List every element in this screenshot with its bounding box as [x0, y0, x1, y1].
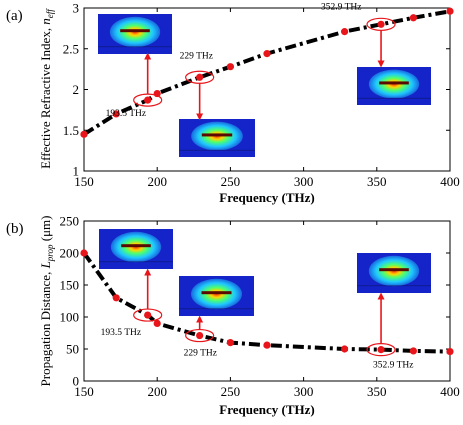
- x-tick-label-b-2: 250: [221, 384, 241, 399]
- mode-profile-inset-a-1: [179, 119, 255, 157]
- plot-frame-b: [83, 220, 451, 382]
- x-axis-label-a: Frequency (THz): [219, 190, 314, 205]
- x-tick-label-a-3: 300: [294, 174, 314, 189]
- data-point-b-7: [340, 345, 349, 353]
- mode-profile-inset-a-2: [357, 67, 431, 105]
- y-tick-label-b-2: 100: [60, 310, 80, 325]
- y-axis-label-a-main: Effective Refractive Index,: [38, 25, 53, 169]
- y-tick-label-b-1: 50: [66, 342, 79, 357]
- data-point-a-0: [80, 130, 88, 138]
- data-point-a-1: [112, 110, 120, 118]
- x-tick-label-a-1: 200: [147, 174, 167, 189]
- y-tick-label-b-3: 150: [60, 278, 80, 293]
- x-tick-label-b-0: 150: [74, 384, 94, 399]
- data-point-a-10: [446, 7, 454, 15]
- y-tick-label-a-4: 3: [73, 1, 80, 16]
- frequency-label-b-1: 229 THz: [184, 349, 217, 359]
- y-tick-label-b-0: 0: [73, 374, 80, 389]
- y-tick-label-b-4: 200: [60, 246, 80, 261]
- y-tick-label-a-1: 1.5: [63, 123, 79, 138]
- mode-profile-inset-b-1: [179, 276, 254, 316]
- data-point-a-8: [377, 20, 385, 28]
- data-point-b-3: [153, 319, 161, 327]
- x-tick-label-a-4: 350: [367, 174, 387, 189]
- y-axis-label-a-italic: n: [38, 18, 53, 25]
- x-tick-label-b-5: 400: [440, 384, 460, 399]
- data-point-b-0: [80, 249, 88, 257]
- data-point-a-7: [340, 28, 349, 36]
- frequency-label-b-2: 352.9 THz: [373, 361, 413, 371]
- insets-a: [98, 14, 431, 157]
- mode-profile-inset-b-0: [99, 229, 173, 269]
- y-axis-label-b-main: Propagation Distance,: [38, 268, 53, 386]
- x-tick-label-a-5: 400: [440, 174, 460, 189]
- y-axis-label-b-unit: (μm): [38, 216, 53, 245]
- data-point-a-5: [226, 63, 234, 71]
- y-axis-label-b: Propagation Distance, Lprop (μm): [38, 216, 55, 387]
- data-point-b-10: [446, 347, 454, 356]
- data-point-b-1: [112, 294, 120, 302]
- x-tick-label-a-2: 250: [221, 174, 241, 189]
- mode-profile-inset-a-0: [98, 14, 172, 54]
- data-point-a-2: [144, 96, 152, 104]
- panel-label-a: (a): [6, 8, 23, 24]
- y-tick-label-b-5: 250: [60, 214, 80, 229]
- y-tick-label-a-0: 1: [73, 164, 80, 179]
- y-axis-label-a-sub: eff: [45, 8, 55, 18]
- frequency-label-a-1: 229 THz: [180, 51, 213, 61]
- data-point-a-4: [196, 73, 204, 81]
- x-tick-label-b-4: 350: [367, 384, 387, 399]
- markers-b: [80, 249, 454, 356]
- data-point-a-9: [409, 14, 417, 22]
- panel-b: 150 200 250 300 350 400 0 50 100 150 200 250 193.5 …: [6, 214, 460, 418]
- x-tick-label-b-1: 200: [147, 384, 167, 399]
- y-tick-label-a-3: 2.5: [63, 41, 79, 56]
- ticks-b: 150 200 250 300 350 400 0 50 100 150 200 250: [60, 214, 460, 400]
- data-point-b-6: [263, 341, 271, 349]
- panel-a: 150 200 250 300 350 400 1 1.5 2 2.5 3 193.5 THz 229…: [6, 1, 460, 206]
- data-point-a-6: [263, 50, 271, 58]
- frequency-label-a-0: 193.5 THz: [106, 109, 146, 119]
- y-axis-label-a: Effective Refractive Index, neff: [38, 8, 55, 169]
- annotations-a: 193.5 THz 229 THz 352.9 THz: [106, 2, 396, 121]
- frequency-label-b-0: 193.5 THz: [101, 328, 141, 338]
- mode-profile-inset-b-2: [357, 253, 431, 293]
- data-point-b-4: [196, 331, 204, 340]
- markers-a: [80, 7, 454, 138]
- y-tick-label-a-2: 2: [73, 82, 80, 97]
- frequency-label-a-2: 352.9 THz: [321, 2, 361, 12]
- data-point-b-5: [226, 339, 234, 347]
- data-point-b-2: [144, 311, 152, 319]
- data-point-b-9: [409, 347, 417, 355]
- x-tick-label-a-0: 150: [74, 174, 94, 189]
- panel-label-b: (b): [6, 221, 24, 237]
- data-point-b-8: [377, 346, 385, 354]
- y-axis-label-b-italic: L: [38, 261, 53, 269]
- y-axis-label-b-sub: prop: [45, 244, 55, 262]
- annotations-b: 193.5 THz 229 THz 352.9 THz: [101, 268, 414, 371]
- x-tick-label-b-3: 300: [294, 384, 314, 399]
- x-axis-label-b: Frequency (THz): [219, 402, 314, 417]
- insets-b: [99, 229, 431, 316]
- ticks-a: 150 200 250 300 350 400 1 1.5 2 2.5 3: [63, 1, 460, 190]
